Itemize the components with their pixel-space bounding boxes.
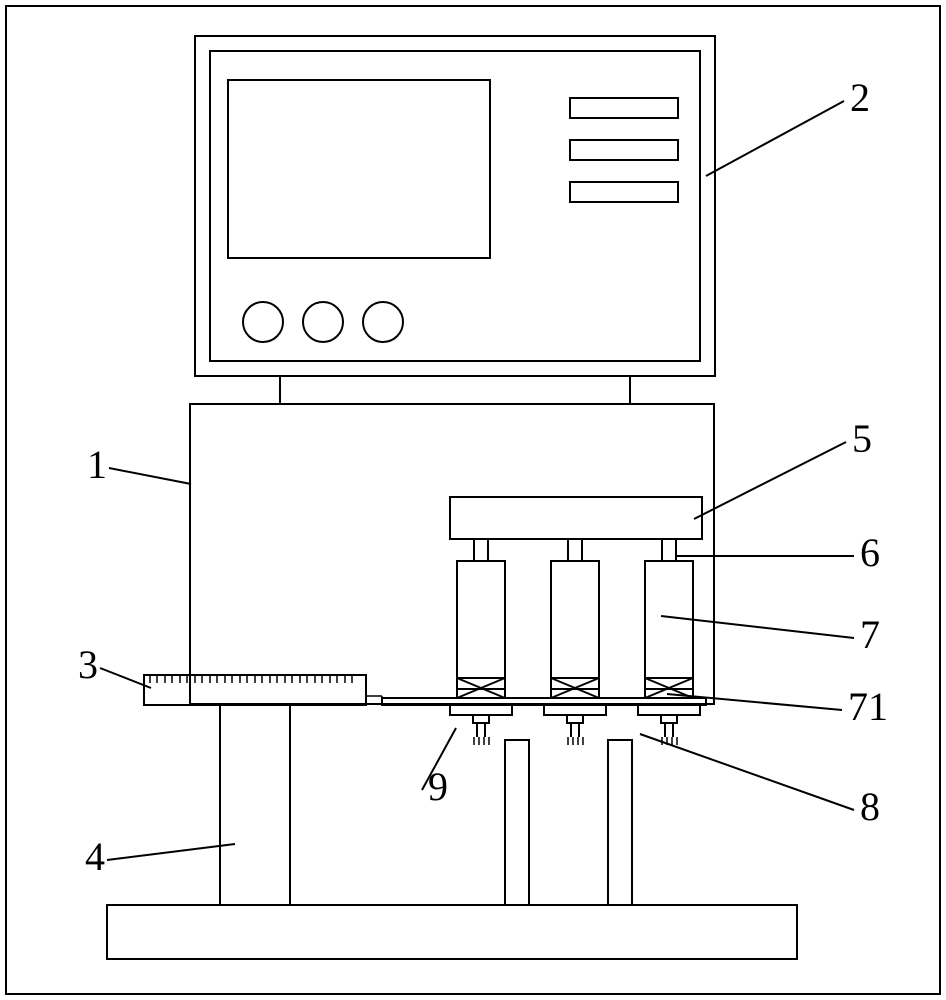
label-4: 4 [85,834,105,879]
knob-0 [243,302,283,342]
leg-2 [608,740,632,905]
under-tab-2 [638,705,700,715]
main-body [190,404,714,704]
neck [280,376,630,404]
cap-0 [474,539,488,561]
label-6: 6 [860,530,880,575]
side-button-2 [570,182,678,202]
nozzle-top-2 [661,715,677,723]
base [107,905,797,959]
cap-1 [568,539,582,561]
under-tab-0 [450,705,512,715]
leg-1 [505,740,529,905]
knob-1 [303,302,343,342]
cylinder-0 [457,561,505,689]
label-3: 3 [78,642,98,687]
under-tab-1 [544,705,606,715]
side-button-1 [570,140,678,160]
nozzle-top-0 [473,715,489,723]
label-8: 8 [860,784,880,829]
nozzle-top-1 [567,715,583,723]
leg-0 [220,705,290,905]
label-71: 71 [848,684,888,729]
monitor-outer [195,36,715,376]
cylinder-1 [551,561,599,689]
screen [228,80,490,258]
label-7: 7 [860,612,880,657]
knob-2 [363,302,403,342]
cylinder-2 [645,561,693,689]
cap-2 [662,539,676,561]
label-5: 5 [852,416,872,461]
label-9: 9 [428,764,448,809]
side-button-0 [570,98,678,118]
label-1: 1 [87,442,107,487]
frame [6,6,940,994]
label-2: 2 [850,75,870,120]
top-box [450,497,702,539]
